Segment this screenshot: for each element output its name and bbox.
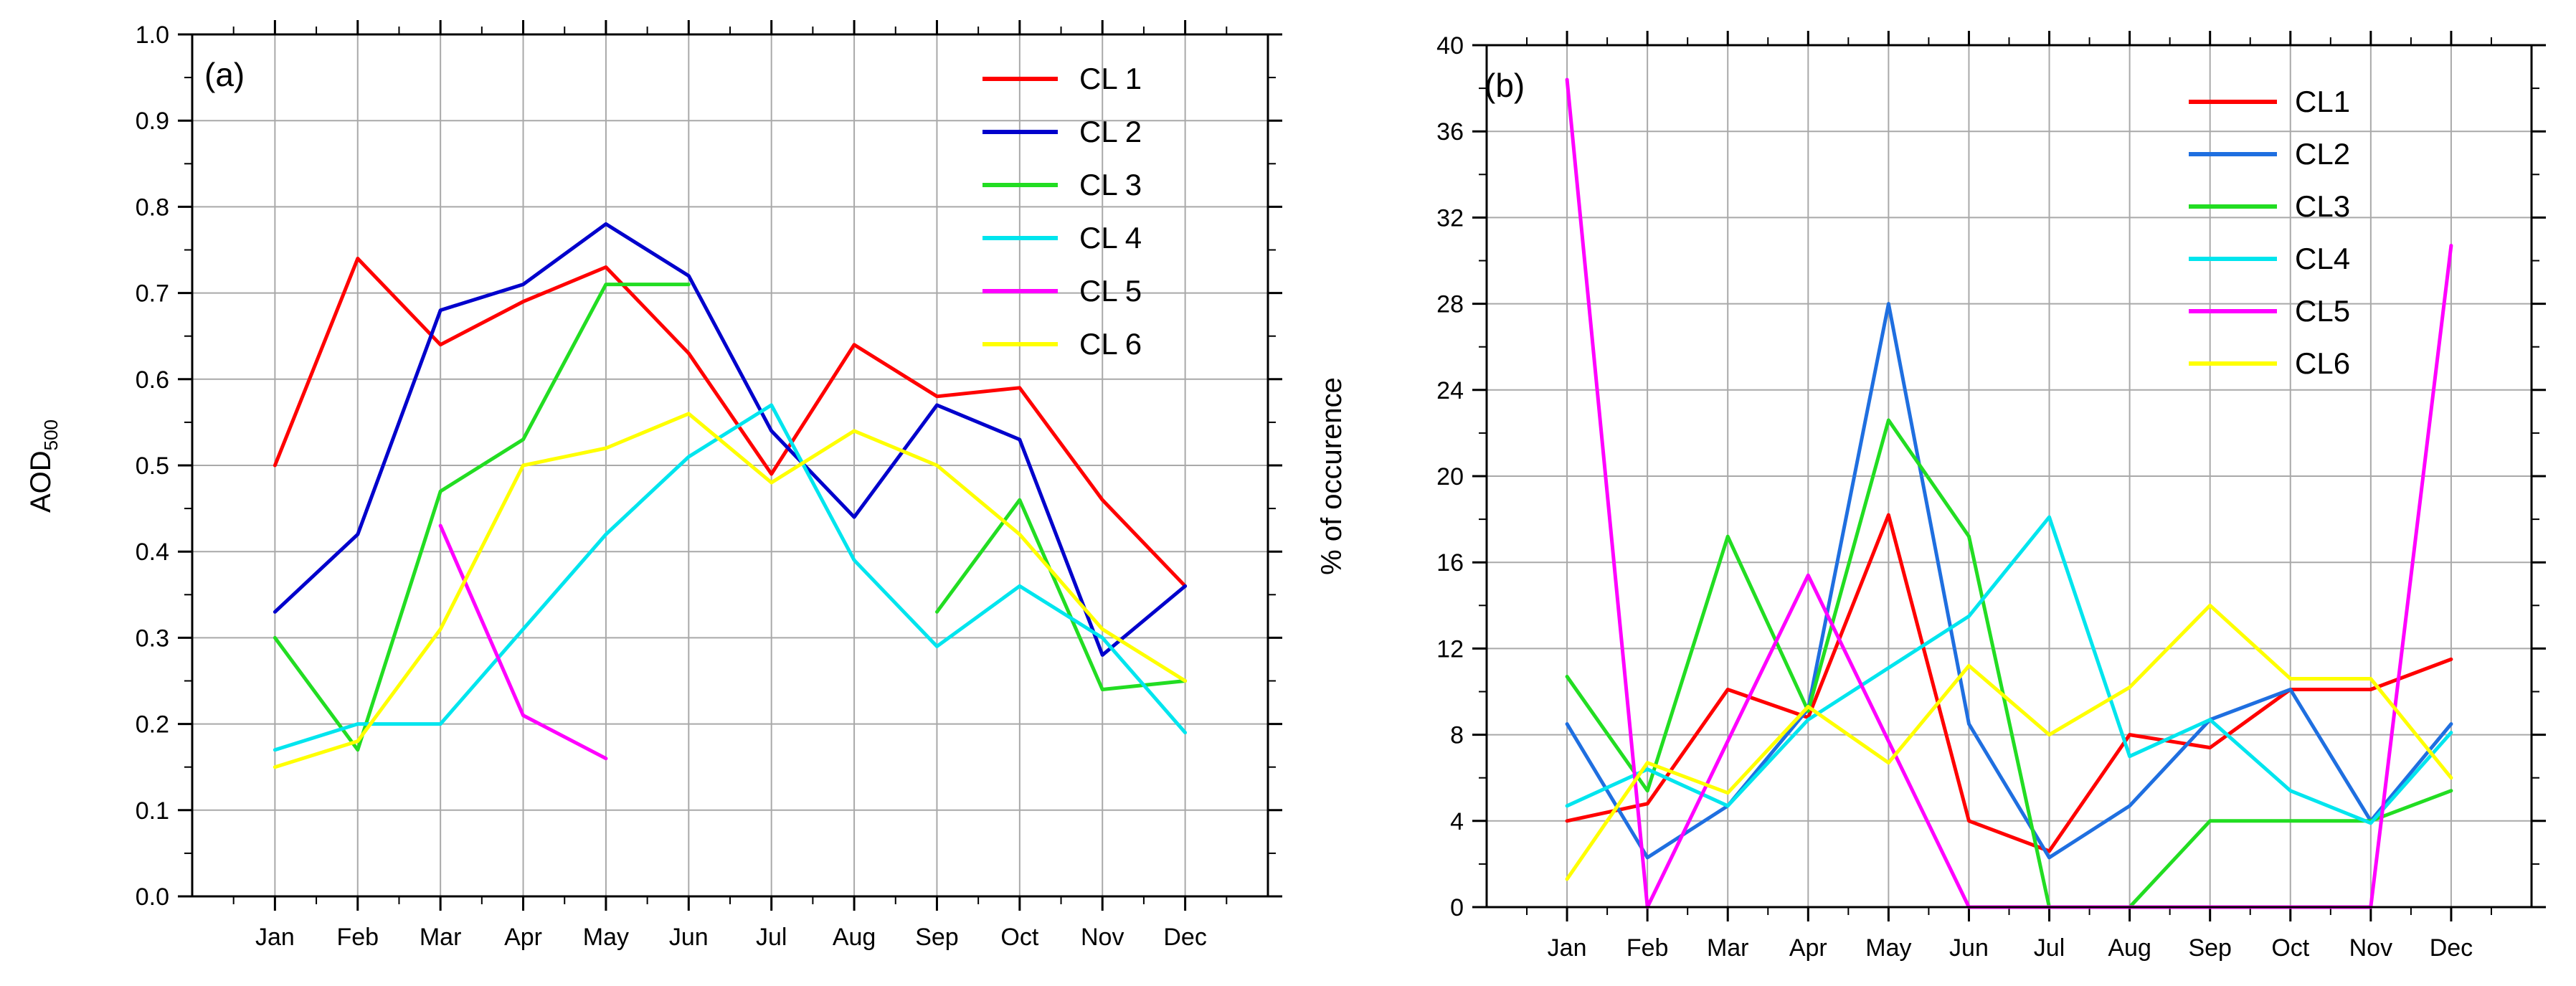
- legend-label: CL 6: [1079, 327, 1142, 361]
- x-tick-label: Apr: [1789, 934, 1827, 962]
- y-tick-label: 0.7: [136, 280, 169, 308]
- x-tick-label: Jul: [756, 924, 787, 951]
- legend-label: CL6: [2295, 346, 2350, 380]
- plot-frame: [1485, 44, 2533, 909]
- series-line-cl3: [1565, 418, 2453, 909]
- y-tick-label: 0.8: [136, 194, 169, 221]
- x-tick-label: May: [1865, 934, 1911, 962]
- x-tick-label: Aug: [2108, 934, 2151, 962]
- y-axis-title-text: % of occurence: [1316, 377, 1348, 575]
- x-tick-label: Jun: [669, 924, 709, 951]
- series-line-cl6: [1565, 603, 2453, 881]
- y-tick-label: 0.5: [136, 452, 169, 480]
- x-tick-label: Feb: [336, 924, 379, 951]
- y-axis-title: AOD500: [25, 419, 62, 513]
- x-tick-label: Dec: [1163, 924, 1206, 951]
- panel-b: Jan Feb Mar Apr May Jun Jul Aug Sep Oct Nov Dec 0 4 8 1…: [1316, 31, 2546, 962]
- x-tick-label: Oct: [1000, 924, 1038, 951]
- x-tick-label: Mar: [420, 924, 462, 951]
- y-tick-label: 8: [1450, 722, 1464, 749]
- series-line-cl6: [273, 412, 1188, 769]
- x-tick-label: Jan: [1548, 934, 1587, 962]
- y-tick-label: 20: [1436, 463, 1464, 490]
- legend-label: CL1: [2295, 85, 2350, 118]
- legend-label: CL 4: [1079, 221, 1142, 255]
- legend-label: CL 3: [1079, 168, 1142, 202]
- panel-label: (a): [204, 56, 245, 93]
- y-tick-label: 32: [1436, 204, 1464, 232]
- x-tick-label: Sep: [915, 924, 959, 951]
- y-axis-title-text: AOD: [25, 450, 57, 513]
- x-tick-label: Dec: [2430, 934, 2473, 962]
- y-axis-title: % of occurence: [1316, 377, 1348, 575]
- legend-label: CL5: [2295, 294, 2350, 328]
- y-tick-label: 0.0: [136, 883, 169, 911]
- legend-label: CL 1: [1079, 62, 1142, 95]
- series-line-cl5: [438, 523, 608, 761]
- x-tick-label: Jul: [2034, 934, 2065, 962]
- series-line-cl1: [1565, 513, 2453, 853]
- x-tick-label: Nov: [2349, 934, 2392, 962]
- y-tick-label: 0: [1450, 894, 1464, 921]
- y-tick-label: 16: [1436, 549, 1464, 577]
- panel-a: Jan Feb Mar Apr May Jun Jul Aug Sep Oct Nov Dec 0.0 0…: [25, 20, 1282, 951]
- y-tick-label: 40: [1436, 32, 1464, 60]
- y-tick-label: 0.1: [136, 797, 169, 825]
- legend-label: CL 5: [1079, 274, 1142, 308]
- y-tick-label: 0.9: [136, 108, 169, 135]
- x-tick-label: Oct: [2271, 934, 2309, 962]
- x-tick-label: May: [583, 924, 629, 951]
- y-tick-label: 4: [1450, 808, 1464, 835]
- x-tick-label: Feb: [1626, 934, 1669, 962]
- series-line-cl2: [1565, 302, 2453, 860]
- series-line-cl1: [273, 257, 1188, 588]
- plot-frame: [191, 33, 1269, 898]
- series-line-cl3: [935, 498, 1188, 691]
- y-tick-label: 36: [1436, 118, 1464, 146]
- y-axis-title-subscript: 500: [40, 419, 62, 450]
- x-tick-label: Jun: [1949, 934, 1989, 962]
- legend-label: CL 2: [1079, 115, 1142, 148]
- legend-label: CL4: [2295, 242, 2350, 275]
- y-tick-label: 28: [1436, 291, 1464, 318]
- x-tick-label: Apr: [504, 924, 542, 951]
- series-line-cl3: [273, 283, 691, 752]
- y-tick-label: 0.4: [136, 539, 169, 566]
- y-tick-label: 12: [1436, 635, 1464, 663]
- y-tick-label: 0.2: [136, 711, 169, 739]
- y-tick-label: 1.0: [136, 22, 169, 49]
- y-tick-label: 0.6: [136, 366, 169, 394]
- x-tick-label: Jan: [255, 924, 295, 951]
- legend-label: CL3: [2295, 189, 2350, 223]
- x-tick-label: Nov: [1081, 924, 1124, 951]
- series-line-cl4: [273, 403, 1188, 752]
- series-line-cl4: [1565, 515, 2453, 825]
- panel-label: (b): [1484, 67, 1525, 104]
- y-tick-label: 24: [1436, 377, 1464, 404]
- series-line-cl2: [273, 222, 1188, 657]
- x-tick-label: Sep: [2188, 934, 2232, 962]
- x-tick-label: Mar: [1707, 934, 1749, 962]
- legend-label: CL2: [2295, 137, 2350, 171]
- y-tick-label: 0.3: [136, 625, 169, 652]
- x-tick-label: Aug: [833, 924, 876, 951]
